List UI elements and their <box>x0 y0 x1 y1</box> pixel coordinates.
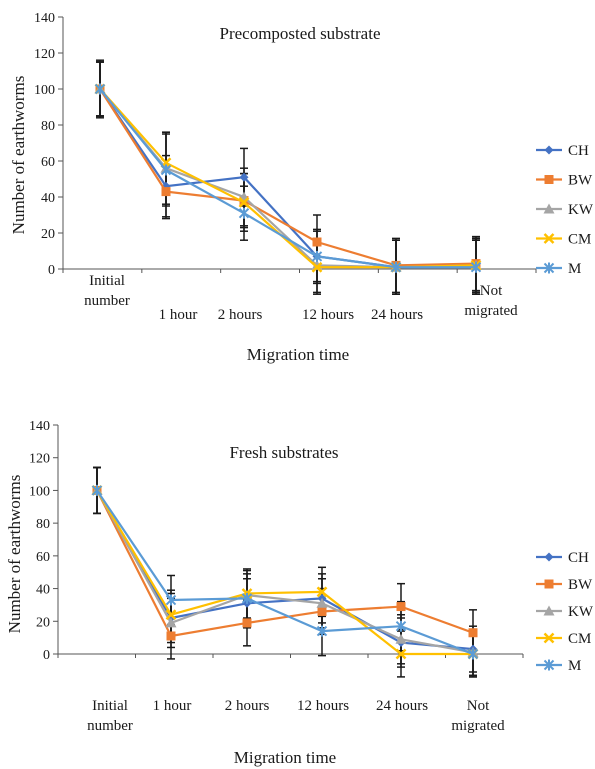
data-point-m <box>316 625 328 637</box>
data-point-bw <box>312 237 322 247</box>
x-tick-label: 1 hour <box>159 307 198 323</box>
data-point-m <box>91 484 103 496</box>
y-tick-label: 40 <box>41 191 55 206</box>
series-line-ch <box>96 489 474 651</box>
x-tick-label: 2 hours <box>225 698 270 714</box>
legend-marker-m <box>543 659 555 671</box>
data-point-bw <box>317 606 327 616</box>
legend-marker-bw <box>544 579 554 589</box>
series-line-m <box>96 489 474 656</box>
x-tick-label: Initial <box>92 698 128 714</box>
x-tick-label: 1 hour <box>153 698 192 714</box>
data-point-cm <box>311 261 323 273</box>
x-tick-label: 12 hours <box>297 698 349 714</box>
series-line-kw <box>96 489 474 654</box>
y-tick-label: 80 <box>36 517 50 532</box>
data-point-m <box>160 164 172 176</box>
data-point-kw <box>395 633 407 644</box>
legend-label-bw: BW <box>568 173 593 189</box>
legend-marker-cm <box>543 233 555 244</box>
data-point-cm <box>238 197 250 208</box>
y-tick-label: 40 <box>36 583 50 598</box>
data-point-m <box>241 592 253 604</box>
data-point-bw <box>161 187 171 197</box>
legend-label-cm: CM <box>568 631 591 647</box>
legend-label-kw: KW <box>568 604 594 620</box>
y-tick-label: 100 <box>34 83 55 98</box>
y-axis-title: Number of earthworms <box>9 76 28 235</box>
data-point-m <box>94 83 106 95</box>
data-point-bw <box>166 631 176 641</box>
legend-label-m: M <box>568 261 581 277</box>
x-tick-label: Not <box>467 698 490 714</box>
y-tick-label: 80 <box>41 119 55 134</box>
x-axis-title: Migration time <box>247 345 349 364</box>
data-point-m <box>470 261 482 273</box>
x-tick-label: Not <box>480 283 503 299</box>
y-tick-label: 120 <box>29 452 50 467</box>
chart-precomposted-substrate: Precomposted substrate Number of earthwo… <box>9 11 594 364</box>
x-tick-label: 12 hours <box>302 307 354 323</box>
legend-label-cm: CM <box>568 232 591 248</box>
x-tick-label: migrated <box>464 303 518 319</box>
chart-title: Fresh substrates <box>229 443 338 462</box>
series-line-bw <box>96 489 474 638</box>
x-tick-label: 2 hours <box>218 307 263 323</box>
legend-marker-bw <box>544 175 554 184</box>
x-tick-label: number <box>87 718 133 734</box>
series-line-cm <box>96 489 473 656</box>
legend-marker-m <box>543 262 555 274</box>
legend-label-bw: BW <box>568 577 593 593</box>
data-point-m <box>311 250 323 262</box>
legend-label-ch: CH <box>568 143 589 159</box>
y-tick-label: 100 <box>29 484 50 499</box>
legend-label-kw: KW <box>568 202 594 218</box>
legend-marker-ch <box>544 145 554 155</box>
y-tick-label: 60 <box>36 550 50 565</box>
x-tick-label: 24 hours <box>371 307 423 323</box>
data-point-bw <box>468 628 478 638</box>
data-point-cm <box>316 586 328 598</box>
y-tick-label: 20 <box>36 615 50 630</box>
data-point-m <box>165 594 177 606</box>
y-tick-label: 20 <box>41 227 55 242</box>
data-point-cm <box>165 609 177 621</box>
legend-label-m: M <box>568 658 581 674</box>
y-axis-title: Number of earthworms <box>5 475 24 634</box>
data-point-kw <box>165 617 177 628</box>
chart-fresh-substrates: Fresh substrates Number of earthworms Mi… <box>5 419 594 767</box>
x-axis-title: Migration time <box>234 748 336 767</box>
data-point-m <box>390 261 402 273</box>
data-point-ch <box>239 172 249 182</box>
x-tick-label: migrated <box>451 718 505 734</box>
legend-marker-cm <box>543 632 555 644</box>
x-tick-label: number <box>84 293 130 309</box>
data-point-kw <box>316 597 328 608</box>
data-point-cm <box>395 648 407 660</box>
data-point-m <box>395 620 407 632</box>
y-tick-label: 120 <box>34 47 55 62</box>
data-point-bw <box>242 618 252 628</box>
chart-title: Precomposted substrate <box>220 24 381 43</box>
legend-label-ch: CH <box>568 550 589 566</box>
series-line-m <box>99 88 476 269</box>
data-point-m <box>467 648 479 660</box>
legend-marker-kw <box>543 203 555 214</box>
data-point-m <box>238 207 250 219</box>
x-tick-label: Initial <box>89 273 125 289</box>
series-line-bw <box>99 88 477 267</box>
y-tick-label: 0 <box>43 648 50 663</box>
y-tick-label: 0 <box>48 263 55 278</box>
x-tick-label: 24 hours <box>376 698 428 714</box>
y-tick-label: 140 <box>34 11 55 26</box>
legend-marker-ch <box>544 552 554 562</box>
legend-marker-kw <box>543 605 555 616</box>
y-tick-label: 140 <box>29 419 50 434</box>
data-point-bw <box>396 602 406 612</box>
y-tick-label: 60 <box>41 155 55 170</box>
